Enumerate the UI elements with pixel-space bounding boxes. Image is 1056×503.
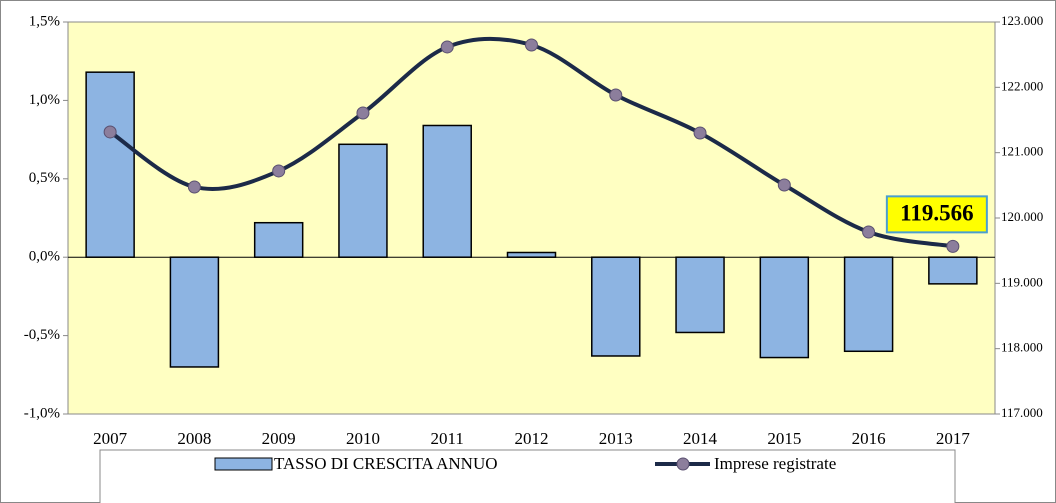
y-tick-label: -1,0% xyxy=(24,405,60,421)
bar xyxy=(928,256,978,285)
y2-tick-label: 121.000 xyxy=(1001,144,1043,159)
bar xyxy=(759,256,810,359)
marker xyxy=(356,106,370,120)
bar xyxy=(169,256,220,368)
y-tick-label: 1,5% xyxy=(29,13,60,29)
x-tick-label: 2016 xyxy=(852,429,886,448)
bar xyxy=(338,143,388,258)
legend-swatch xyxy=(214,457,273,471)
marker xyxy=(609,88,623,102)
marker xyxy=(777,178,791,192)
x-tick-label: 2014 xyxy=(683,429,718,448)
x-tick-label: 2011 xyxy=(431,429,464,448)
bar xyxy=(843,256,894,353)
marker xyxy=(693,126,707,140)
x-tick-label: 2007 xyxy=(93,429,128,448)
data-label-box xyxy=(885,195,988,234)
bar xyxy=(253,221,304,258)
x-tick-label: 2017 xyxy=(936,429,971,448)
marker xyxy=(187,180,201,194)
y-tick-label: 1,0% xyxy=(29,92,60,108)
bar xyxy=(591,256,641,357)
bar xyxy=(675,256,725,334)
y-tick-label: 0,5% xyxy=(29,170,60,186)
x-tick-label: 2013 xyxy=(599,429,633,448)
marker xyxy=(862,225,876,239)
marker xyxy=(272,164,286,178)
legend-label: TASSO DI CRESCITA ANNUO xyxy=(274,454,498,473)
y2-tick-label: 119.000 xyxy=(1001,274,1043,289)
y-tick-label: 0,0% xyxy=(29,249,60,265)
marker xyxy=(103,125,117,139)
bar xyxy=(506,251,557,258)
x-tick-label: 2010 xyxy=(346,429,380,448)
data-label: 119.566 xyxy=(900,201,973,226)
marker xyxy=(525,38,538,52)
x-tick-label: 2015 xyxy=(767,429,801,448)
y2-tick-label: 120.000 xyxy=(1001,209,1043,224)
x-tick-label: 2008 xyxy=(177,429,211,448)
legend-label: Imprese registrate xyxy=(714,454,836,473)
y2-tick-label: 117.000 xyxy=(1001,405,1043,420)
y2-tick-label: 122.000 xyxy=(1001,78,1043,93)
y2-tick-label: 123.000 xyxy=(1001,13,1043,28)
marker xyxy=(440,40,454,54)
x-tick-label: 2012 xyxy=(515,429,549,448)
y-tick-label: -0,5% xyxy=(24,327,60,343)
bar xyxy=(85,71,135,258)
legend-marker xyxy=(676,457,690,471)
y2-tick-label: 118.000 xyxy=(1001,340,1043,355)
marker xyxy=(946,239,960,253)
x-tick-label: 2009 xyxy=(262,429,296,448)
bar xyxy=(422,124,472,258)
